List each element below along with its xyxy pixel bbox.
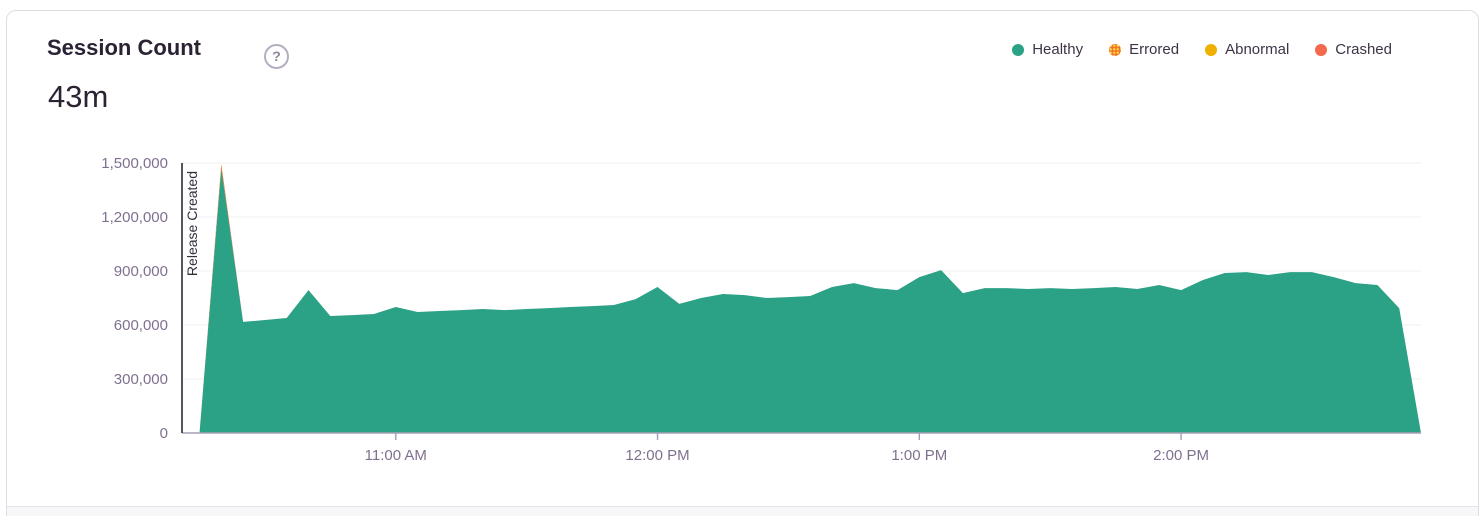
card-title: Session Count	[47, 35, 202, 60]
legend-item-crashed[interactable]: Crashed	[1315, 41, 1392, 58]
x-axis-label: 2:00 PM	[1153, 447, 1209, 464]
legend-label-errored: Errored	[1129, 41, 1180, 58]
y-axis-label: 1,500,000	[101, 155, 168, 172]
abnormal-dot-icon	[1205, 43, 1218, 56]
y-axis-label: 1,200,000	[101, 209, 168, 226]
legend-label-healthy: Healthy	[1032, 41, 1084, 58]
x-axis-label: 11:00 AM	[365, 447, 427, 464]
legend-label-abnormal: Abnormal	[1225, 41, 1290, 58]
chart-plot-area[interactable]	[182, 163, 1421, 433]
y-axis-label: 600,000	[114, 317, 168, 334]
x-axis-label: 12:00 PM	[625, 447, 689, 464]
errored-dot-icon	[1109, 43, 1122, 56]
help-icon[interactable]: ?	[264, 44, 289, 69]
card-footer-strip	[7, 506, 1478, 516]
chart-legend: Healthy Errored Abnormal Crashed	[1012, 41, 1392, 58]
legend-item-errored[interactable]: Errored	[1109, 41, 1179, 58]
x-axis-label: 1:00 PM	[891, 447, 947, 464]
healthy-area-series[interactable]	[199, 168, 1422, 433]
y-axis-label: 300,000	[114, 371, 168, 388]
release-line-label: Release Created	[184, 171, 200, 276]
healthy-dot-icon	[1012, 43, 1025, 56]
y-axis-label: 900,000	[114, 263, 168, 280]
legend-item-abnormal[interactable]: Abnormal	[1205, 41, 1289, 58]
legend-item-healthy[interactable]: Healthy	[1012, 41, 1083, 58]
crashed-dot-icon	[1315, 43, 1328, 56]
total-sessions-value: 43m	[48, 79, 109, 114]
legend-label-crashed: Crashed	[1335, 41, 1392, 58]
y-axis-label: 0	[160, 425, 168, 442]
